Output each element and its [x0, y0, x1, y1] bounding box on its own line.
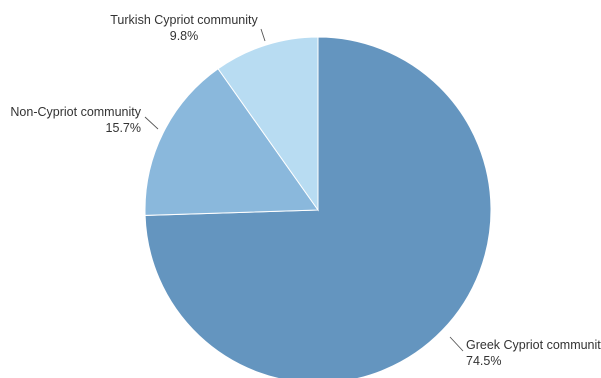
leader-greek-cypriot — [449, 336, 464, 352]
label-greek-cypriot-name: Greek Cypriot community — [466, 338, 601, 352]
slice-non-cypriot — [144, 68, 319, 216]
label-turkish-cypriot-name: Turkish Cypriot community — [110, 13, 258, 27]
label-non-cypriot-name: Non-Cypriot community — [10, 105, 141, 119]
leader-non-cypriot — [144, 116, 159, 130]
leader-lines — [144, 28, 464, 352]
label-turkish-cypriot-value: 9.8% — [170, 29, 199, 43]
leader-turkish-cypriot — [260, 28, 266, 42]
pie-slices — [144, 36, 492, 378]
slice-turkish-cypriot — [217, 36, 319, 212]
label-greek-cypriot-value: 74.5% — [466, 354, 501, 368]
label-non-cypriot-value: 15.7% — [106, 121, 141, 135]
